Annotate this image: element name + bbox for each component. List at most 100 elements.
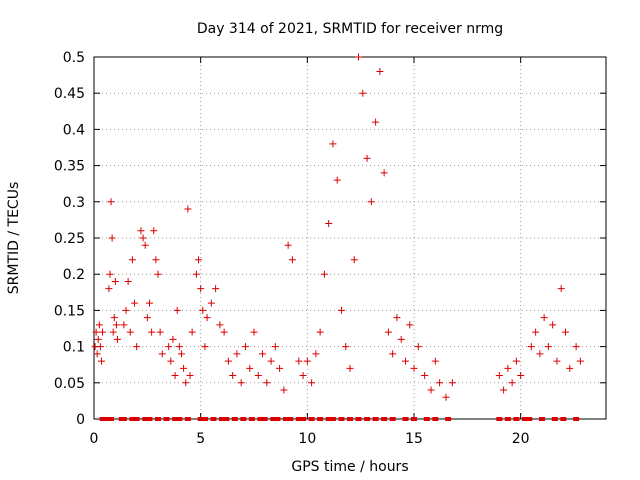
data-point <box>220 328 228 336</box>
data-point <box>308 379 316 387</box>
data-point <box>376 67 384 75</box>
zero-level-marker <box>389 417 396 421</box>
zero-level-marker <box>423 417 430 421</box>
x-axis-label: GPS time / hours <box>291 459 408 475</box>
data-point <box>197 285 205 293</box>
zero-level-marker <box>325 417 332 421</box>
zero-level-marker <box>347 417 353 421</box>
data-point <box>180 364 188 372</box>
data-point <box>186 372 194 380</box>
data-point <box>184 205 192 213</box>
zero-level-marker <box>526 417 533 421</box>
data-point <box>406 321 414 329</box>
zero-level-marker <box>283 417 289 421</box>
data-point <box>544 343 552 351</box>
zero-level-marker <box>270 417 277 421</box>
data-point <box>527 343 535 351</box>
zero-level-marker <box>240 417 247 421</box>
data-point <box>540 314 548 322</box>
data-point <box>271 343 279 351</box>
data-point <box>389 350 397 358</box>
data-point <box>169 335 177 343</box>
data-point <box>320 270 328 278</box>
data-point <box>372 118 380 126</box>
y-tick-label: 0.25 <box>54 231 85 247</box>
data-point <box>112 321 120 329</box>
data-point <box>397 335 405 343</box>
data-point <box>207 299 215 307</box>
data-point <box>97 357 105 365</box>
data-point <box>350 256 358 264</box>
x-tick-label: 5 <box>196 431 205 447</box>
grid-lines <box>94 57 606 419</box>
data-point <box>109 328 117 336</box>
data-point <box>380 169 388 177</box>
data-point <box>393 314 401 322</box>
zero-level-marker <box>223 417 230 421</box>
zero-level-marker <box>539 417 545 421</box>
y-tick-label: 0.4 <box>63 122 85 138</box>
data-point <box>263 379 271 387</box>
data-point <box>143 314 151 322</box>
zero-level-marker <box>338 417 345 421</box>
data-point <box>512 357 520 365</box>
axis-ticks: 0 0.05 0.1 0.15 0.2 0.25 0.3 0.35 0.4 0.45 0.5 0 5 10… <box>54 50 606 447</box>
zero-level-marker <box>120 417 127 421</box>
zero-level-marker <box>355 417 362 421</box>
zero-level-marker <box>432 417 439 421</box>
data-point <box>342 343 350 351</box>
data-point <box>276 364 284 372</box>
data-point <box>93 350 101 358</box>
data-point <box>284 241 292 249</box>
zero-level-marker <box>513 417 520 421</box>
data-point <box>448 379 456 387</box>
data-point <box>94 335 102 343</box>
y-tick-label: 0.45 <box>54 86 85 102</box>
data-point <box>158 350 166 358</box>
data-point <box>337 306 345 314</box>
data-point <box>295 357 303 365</box>
data-point <box>431 357 439 365</box>
data-point <box>299 372 307 380</box>
data-point <box>312 350 320 358</box>
data-point <box>259 350 267 358</box>
data-point <box>120 321 128 329</box>
data-point <box>233 350 241 358</box>
zero-level-marker <box>381 417 388 421</box>
data-point <box>500 386 508 394</box>
data-point <box>131 299 139 307</box>
data-point <box>182 379 190 387</box>
zero-level-marker <box>146 417 153 421</box>
zero-level-marker <box>372 417 379 421</box>
data-point <box>137 227 145 235</box>
data-point <box>128 256 136 264</box>
zero-level-marker <box>445 417 452 421</box>
y-axis-label: SRMTID / TECUs <box>6 182 22 295</box>
data-point <box>303 357 311 365</box>
x-tick-label: 15 <box>405 431 423 447</box>
zero-level-marker <box>551 417 558 421</box>
x-tick-label: 20 <box>512 431 530 447</box>
data-point <box>363 154 371 162</box>
zero-level-marker <box>133 417 140 421</box>
data-point <box>508 379 516 387</box>
data-point <box>566 364 574 372</box>
data-point <box>557 285 565 293</box>
y-tick-label: 0.05 <box>54 376 85 392</box>
data-point <box>561 328 569 336</box>
data-point <box>414 343 422 351</box>
y-tick-label: 0.35 <box>54 159 85 175</box>
data-point <box>106 270 114 278</box>
data-point <box>199 306 207 314</box>
data-point <box>167 357 175 365</box>
zero-level-marker <box>176 417 183 421</box>
data-point <box>316 328 324 336</box>
data-point <box>442 393 450 401</box>
data-point <box>229 372 237 380</box>
data-point <box>141 241 149 249</box>
data-point <box>195 256 203 264</box>
chart-title: Day 314 of 2021, SRMTID for receiver nrm… <box>197 21 503 37</box>
data-point <box>177 350 185 358</box>
zero-level-marker <box>521 417 528 421</box>
